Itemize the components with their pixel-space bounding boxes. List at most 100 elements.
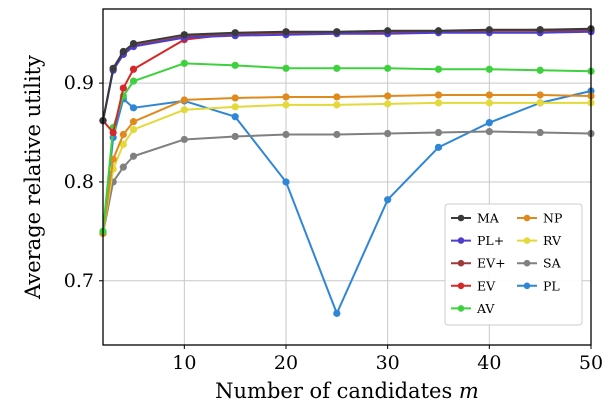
- data-point: [485, 26, 493, 34]
- legend-label: EV+: [477, 256, 506, 271]
- legend-item: PL+: [451, 233, 504, 248]
- data-point: [180, 106, 188, 114]
- legend-label: EV: [477, 278, 496, 293]
- data-point: [129, 152, 138, 160]
- plot-series: [99, 25, 595, 317]
- data-point: [119, 84, 127, 92]
- data-point: [333, 93, 341, 101]
- data-point: [333, 28, 341, 36]
- legend-item: NP: [517, 211, 562, 226]
- legend-item: RV: [517, 233, 562, 248]
- legend-label: SA: [543, 256, 562, 271]
- data-point: [333, 130, 341, 139]
- data-point: [434, 91, 443, 99]
- data-point: [485, 99, 493, 107]
- legend-label: AV: [476, 301, 495, 316]
- legend-item: MA: [451, 211, 500, 226]
- legend-swatch-marker: [457, 214, 465, 222]
- data-point: [485, 127, 493, 136]
- data-point: [536, 26, 544, 34]
- legend-item: PL: [517, 278, 560, 293]
- data-point: [129, 118, 138, 126]
- data-point: [119, 140, 127, 148]
- x-tick-label: 20: [274, 352, 298, 374]
- data-point: [231, 113, 239, 121]
- data-point: [231, 61, 239, 69]
- legend: MA PL+ EV+ EV AV NP RV SA PL: [444, 203, 583, 326]
- y-tick-label: 0.7: [64, 270, 94, 292]
- data-point: [180, 59, 188, 67]
- data-point: [333, 101, 341, 109]
- data-point: [434, 99, 443, 107]
- data-point: [129, 77, 138, 85]
- data-point: [119, 47, 127, 56]
- data-point: [384, 92, 392, 100]
- axis-ticks: 10 20 30 40 50 0.7 0.8 0.9: [64, 72, 603, 374]
- data-point: [384, 129, 392, 138]
- legend-swatch-marker: [523, 214, 531, 222]
- data-point: [129, 104, 138, 112]
- data-point: [536, 91, 544, 99]
- y-axis-label: Average relative utility: [21, 55, 45, 300]
- series-line: [102, 27, 592, 121]
- data-point: [434, 27, 443, 35]
- data-point: [180, 31, 188, 39]
- data-point: [231, 29, 239, 37]
- data-point: [231, 132, 239, 141]
- data-point: [384, 196, 392, 204]
- legend-swatch-marker: [523, 282, 531, 290]
- legend-label: MA: [477, 211, 500, 226]
- data-point: [536, 128, 544, 137]
- series-sa: [99, 127, 595, 237]
- data-point: [384, 64, 392, 72]
- data-point: [485, 65, 493, 73]
- data-point: [231, 103, 239, 111]
- data-point: [282, 93, 290, 101]
- x-tick-label: 10: [172, 352, 196, 374]
- legend-item: EV: [451, 278, 496, 293]
- x-tick-label: 50: [579, 352, 603, 374]
- data-point: [129, 125, 138, 134]
- data-point: [434, 143, 443, 151]
- legend-label: RV: [543, 233, 562, 248]
- data-point: [119, 130, 127, 139]
- data-point: [282, 28, 290, 36]
- data-point: [109, 155, 117, 163]
- data-point: [333, 309, 341, 317]
- data-point: [434, 128, 443, 137]
- series-ev: [99, 26, 595, 137]
- legend-swatch-marker: [457, 305, 465, 312]
- legend-item: EV+: [451, 256, 506, 271]
- legend-item: AV: [451, 301, 495, 316]
- data-point: [119, 163, 127, 171]
- legend-swatch-marker: [457, 282, 465, 290]
- legend-label: PL: [543, 278, 560, 293]
- legend-item: SA: [517, 256, 562, 271]
- y-tick-label: 0.9: [64, 72, 94, 94]
- data-point: [180, 96, 188, 104]
- data-point: [384, 27, 392, 35]
- data-point: [109, 64, 117, 72]
- series-ma: [99, 25, 595, 125]
- data-point: [536, 99, 544, 107]
- legend-label: NP: [543, 211, 562, 226]
- data-point: [282, 64, 290, 72]
- data-point: [536, 66, 544, 74]
- legend-label: PL+: [477, 233, 504, 248]
- legend-swatch-marker: [523, 237, 531, 244]
- y-tick-label: 0.8: [64, 171, 94, 193]
- legend-box: [444, 203, 583, 326]
- data-point: [282, 130, 290, 139]
- data-point: [485, 91, 493, 99]
- data-point: [109, 128, 117, 137]
- data-point: [282, 178, 290, 186]
- series-av: [99, 59, 595, 235]
- legend-swatch-marker: [523, 259, 531, 267]
- x-axis-label: Number of candidates m: [215, 379, 479, 402]
- legend-swatch-marker: [457, 259, 465, 267]
- data-point: [180, 135, 188, 144]
- data-point: [282, 101, 290, 109]
- x-tick-label: 30: [376, 352, 400, 374]
- data-point: [333, 64, 341, 72]
